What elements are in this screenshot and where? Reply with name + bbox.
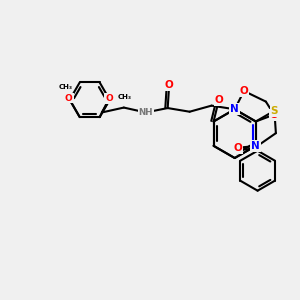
Text: O: O (214, 94, 223, 104)
Text: O: O (65, 94, 73, 103)
Text: O: O (270, 110, 278, 120)
Text: NH: NH (139, 108, 153, 117)
Text: N: N (230, 104, 239, 114)
Text: O: O (105, 94, 113, 103)
Text: S: S (271, 106, 278, 116)
Text: N: N (251, 141, 260, 151)
Text: O: O (240, 86, 248, 96)
Text: CH₃: CH₃ (117, 94, 131, 100)
Text: CH₃: CH₃ (59, 84, 73, 90)
Text: O: O (165, 80, 173, 90)
Text: O: O (233, 143, 242, 153)
